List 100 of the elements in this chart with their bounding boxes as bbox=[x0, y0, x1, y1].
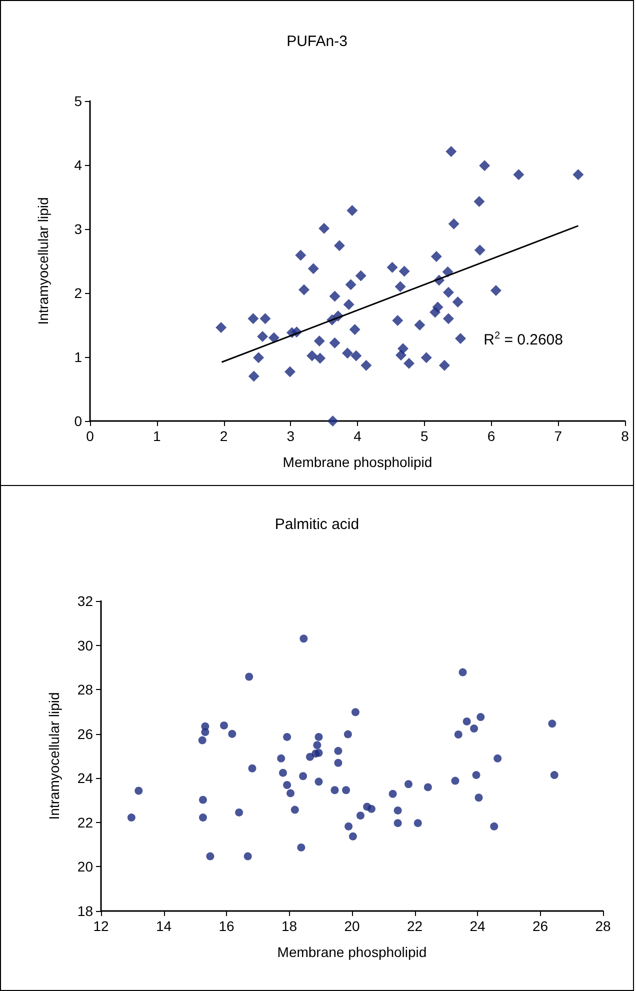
point bbox=[462, 717, 471, 726]
point bbox=[286, 789, 295, 798]
x-tick-label: 4 bbox=[354, 428, 362, 444]
point bbox=[318, 222, 330, 234]
point bbox=[284, 366, 296, 378]
point bbox=[334, 240, 345, 252]
point bbox=[298, 284, 310, 296]
x-tick-label: 18 bbox=[281, 918, 298, 934]
point bbox=[308, 263, 319, 274]
point bbox=[334, 758, 342, 767]
y-tick-label: 2 bbox=[74, 285, 82, 301]
point bbox=[314, 778, 323, 786]
point bbox=[344, 730, 352, 738]
x-axis-title: Membrane phospholipid bbox=[277, 944, 427, 960]
point bbox=[277, 754, 286, 762]
x-tick-label: 2 bbox=[220, 428, 228, 444]
point bbox=[355, 270, 366, 282]
point bbox=[306, 752, 314, 761]
point bbox=[395, 350, 406, 361]
point bbox=[351, 708, 360, 716]
point bbox=[327, 416, 338, 426]
point bbox=[398, 266, 410, 277]
point bbox=[490, 822, 498, 830]
point bbox=[345, 279, 356, 290]
point bbox=[283, 781, 292, 790]
point bbox=[299, 772, 308, 780]
point bbox=[394, 806, 402, 814]
y-tick-label: 0 bbox=[74, 413, 82, 429]
point bbox=[474, 794, 483, 802]
point bbox=[446, 146, 457, 158]
y-tick-label: 32 bbox=[77, 593, 94, 609]
point bbox=[260, 313, 271, 324]
point bbox=[394, 819, 402, 828]
point bbox=[367, 804, 376, 813]
point bbox=[314, 352, 326, 364]
point bbox=[329, 337, 340, 348]
x-tick-label: 22 bbox=[406, 918, 423, 934]
point bbox=[257, 331, 268, 342]
point bbox=[127, 814, 136, 822]
y-tick-label: 5 bbox=[74, 93, 82, 109]
point bbox=[454, 332, 466, 344]
point bbox=[297, 843, 306, 852]
point bbox=[392, 315, 404, 326]
point bbox=[448, 218, 460, 230]
point bbox=[201, 728, 210, 736]
point bbox=[430, 251, 442, 262]
point bbox=[220, 721, 228, 730]
point bbox=[513, 169, 524, 180]
point bbox=[360, 360, 372, 371]
point bbox=[334, 746, 342, 755]
point bbox=[356, 812, 364, 820]
point bbox=[216, 322, 227, 334]
x-tick-label: 5 bbox=[420, 428, 428, 444]
point bbox=[472, 771, 480, 780]
point bbox=[330, 786, 339, 794]
y-tick-label: 24 bbox=[77, 770, 94, 786]
x-tick-label: 20 bbox=[344, 918, 360, 934]
point bbox=[253, 352, 264, 364]
y-tick-label: 18 bbox=[77, 903, 94, 919]
point bbox=[350, 350, 362, 362]
point bbox=[313, 741, 322, 750]
point bbox=[198, 814, 207, 822]
point bbox=[458, 668, 467, 676]
point bbox=[451, 776, 460, 785]
point bbox=[548, 720, 556, 728]
point bbox=[314, 748, 323, 757]
point bbox=[244, 852, 252, 860]
point bbox=[300, 634, 308, 643]
x-axis-title: Membrane phospholipid bbox=[282, 454, 432, 470]
point bbox=[420, 352, 432, 364]
point bbox=[404, 780, 412, 788]
point bbox=[442, 286, 454, 298]
point bbox=[490, 284, 502, 296]
x-tick-label: 3 bbox=[286, 428, 295, 444]
point bbox=[248, 313, 259, 324]
x-tick-label: 6 bbox=[487, 428, 496, 444]
point bbox=[442, 313, 454, 324]
point bbox=[343, 299, 354, 310]
point bbox=[452, 296, 464, 308]
point bbox=[386, 262, 398, 273]
y-tick-label: 1 bbox=[74, 349, 82, 365]
point bbox=[198, 796, 207, 804]
y-axis-title: Intramyocellular lipid bbox=[35, 197, 51, 325]
point bbox=[290, 806, 299, 814]
point bbox=[198, 736, 206, 744]
point bbox=[295, 250, 306, 261]
x-tick-label: 16 bbox=[218, 918, 234, 934]
point bbox=[572, 169, 584, 180]
point bbox=[268, 332, 280, 344]
point bbox=[248, 764, 256, 772]
point bbox=[346, 204, 358, 216]
point bbox=[278, 768, 287, 777]
point bbox=[342, 786, 350, 794]
point bbox=[494, 754, 502, 762]
point bbox=[394, 281, 406, 292]
point bbox=[228, 730, 236, 738]
point bbox=[470, 724, 478, 733]
chart-title: Palmitic acid bbox=[274, 516, 360, 533]
point bbox=[235, 808, 244, 816]
chart-title: PUFAn-3 bbox=[286, 33, 348, 50]
